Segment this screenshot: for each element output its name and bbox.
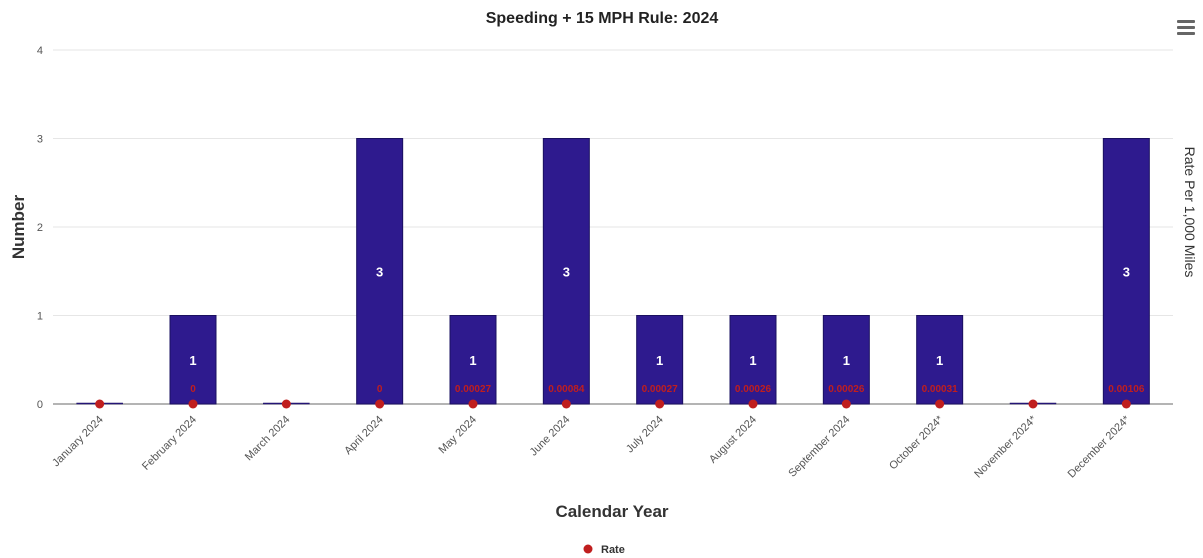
y-axis-ticks: 0 1 2 3 4	[37, 45, 43, 411]
x-tick-label: July 2024	[624, 414, 666, 456]
rate-point	[748, 399, 758, 409]
bar-data-label: 1	[843, 353, 850, 368]
bar-series	[76, 138, 1150, 405]
x-tick-label: September 2024	[786, 414, 852, 480]
rate-point	[95, 399, 105, 409]
rate-data-label: 0.00027	[642, 384, 679, 395]
x-tick-label: November 2024*	[972, 413, 1039, 480]
y-tick-label: 1	[37, 311, 43, 323]
bar	[729, 315, 777, 405]
bar	[636, 315, 684, 405]
rate-point	[655, 399, 665, 409]
legend-rate-label[interactable]: Rate	[601, 544, 625, 556]
bar	[169, 315, 217, 405]
rate-data-label: 0.00106	[1108, 384, 1145, 395]
bar-data-label: 3	[376, 264, 383, 279]
rate-data-label: 0.00026	[828, 384, 865, 395]
rate-point	[375, 399, 385, 409]
menu-line	[1177, 26, 1195, 29]
chart-title: Speeding + 15 MPH Rule: 2024	[486, 10, 719, 27]
menu-line	[1177, 32, 1195, 35]
bar	[542, 138, 590, 405]
bar-data-label: 1	[936, 353, 943, 368]
rate-data-label: 0.00026	[735, 384, 772, 395]
x-tick-label: April 2024	[342, 414, 386, 458]
rate-point	[281, 399, 291, 409]
y-tick-label: 3	[37, 134, 43, 146]
rate-point	[188, 399, 198, 409]
y-axis-title: Number	[9, 195, 28, 260]
bar	[916, 315, 964, 405]
bar	[356, 138, 404, 405]
bar-data-label: 1	[469, 353, 476, 368]
x-tick-label: August 2024	[707, 414, 759, 466]
x-tick-label: May 2024	[436, 414, 479, 457]
x-tick-label: December 2024*	[1066, 413, 1133, 480]
rate-data-label: 0	[377, 384, 383, 395]
rate-series	[95, 399, 1131, 409]
x-tick-label: January 2024	[50, 414, 106, 470]
legend[interactable]: Rate	[583, 544, 625, 556]
rate-point	[468, 399, 478, 409]
rate-point	[1121, 399, 1131, 409]
menu-line	[1177, 20, 1195, 23]
bar-data-label: 3	[563, 264, 570, 279]
x-tick-label: March 2024	[243, 414, 293, 464]
y-tick-label: 0	[37, 399, 43, 411]
bar-data-label: 1	[656, 353, 663, 368]
bar	[822, 315, 870, 405]
x-tick-label: February 2024	[140, 414, 199, 473]
bar-data-label: 3	[1123, 264, 1130, 279]
x-tick-label: October 2024*	[887, 413, 946, 472]
rate-data-labels: 0 0 0.00027 0.00084 0.00027 0.00026 0.00026 0.0…	[190, 384, 1145, 395]
rate-point	[1028, 399, 1038, 409]
bar	[449, 315, 497, 405]
rate-data-label: 0.00031	[922, 384, 959, 395]
y-tick-label: 2	[37, 222, 43, 234]
grid	[53, 49, 1173, 405]
rate-point	[561, 399, 571, 409]
bar-data-label: 1	[749, 353, 756, 368]
x-axis-title: Calendar Year	[555, 502, 668, 521]
y-tick-label: 4	[37, 45, 43, 57]
bar	[1102, 138, 1150, 405]
rate-point	[935, 399, 945, 409]
hamburger-menu-icon[interactable]	[1177, 20, 1195, 36]
y2-axis-title: Rate Per 1,000 Miles	[1182, 147, 1198, 278]
bar-data-labels: 1 3 1 3 1 1 1 1 3	[189, 264, 1130, 368]
rate-data-label: 0	[190, 384, 196, 395]
rate-data-label: 0.00084	[548, 384, 585, 395]
x-tick-label: June 2024	[528, 414, 573, 459]
x-axis-ticks: January 2024 February 2024 March 2024 April…	[50, 413, 1133, 480]
legend-rate-marker	[583, 544, 593, 554]
bar-data-label: 1	[189, 353, 196, 368]
rate-point	[841, 399, 851, 409]
rate-data-label: 0.00027	[455, 384, 492, 395]
